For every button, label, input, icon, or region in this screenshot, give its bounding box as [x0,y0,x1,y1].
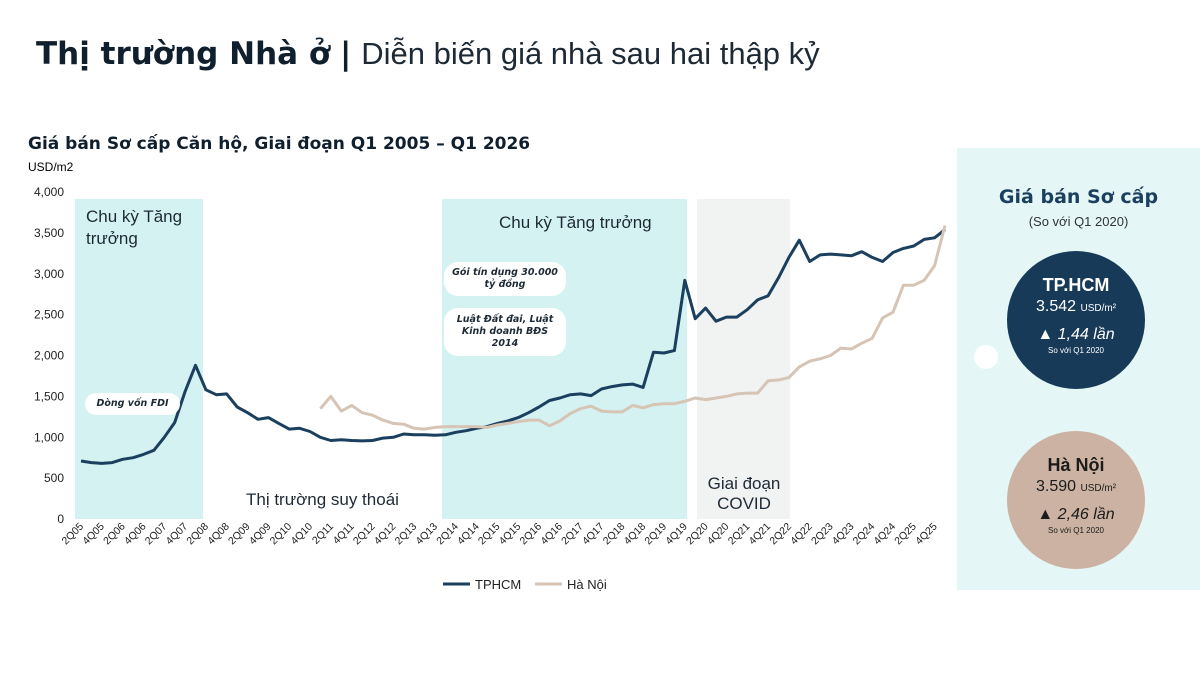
x-tick-label: 4Q21 [747,521,774,548]
y-tick-label: 3,500 [34,226,64,240]
annotation: Thị trường suy thoái [246,490,399,509]
x-tick-label: 4Q17 [580,521,607,548]
city-name: TP.HCM [1042,275,1110,295]
city-card: TP.HCM 3.542 USD/m² ▲ 1,44 lần So với Q1… [1007,251,1145,389]
x-tick-label: 2Q12 [351,521,378,548]
header-title: Thị trường Nhà ở [36,36,331,72]
city-card: Hà Nội 3.590 USD/m² ▲ 2,46 lần So với Q1… [1007,431,1145,569]
x-tick-label: 4Q24 [871,521,898,548]
annotation: Giai đoạn COVID [707,474,781,513]
annotation: Chu kỳ Tăng trưởng [499,213,652,232]
city-name: Hà Nội [1047,455,1105,475]
growth-band [75,199,203,519]
x-tick-label: 4Q19 [663,521,690,548]
x-tick-label: 2Q24 [851,521,878,548]
y-tick-label: 3,000 [34,267,64,281]
price: 3.590 [1035,478,1077,495]
x-tick-label: 4Q11 [331,521,357,547]
y-tick-label: 2,000 [34,349,64,363]
x-tick-label: 4Q14 [455,521,482,548]
change: ▲ 1,44 lần [1037,326,1115,343]
x-tick-label: 4Q12 [372,521,399,548]
annotation: Dòng vốn FDI [85,393,180,415]
change-note: So với Q1 2020 [1048,346,1104,355]
x-tick-label: 2Q14 [434,521,461,548]
covid-band [697,199,790,519]
x-tick-label: 4Q22 [788,521,815,548]
x-tick-label: 2Q21 [726,521,753,548]
header: Thị trường Nhà ở | Diễn biến giá nhà sau… [36,36,820,72]
x-tick-label: 4Q18 [622,521,649,548]
price-unit: USD/m² [1080,483,1117,494]
annotation: Luật Đất đai, Luật Kinh doanh BĐS 2014 [444,308,566,356]
header-subtitle: Diễn biến giá nhà sau hai thập kỷ [361,36,820,71]
series-line [319,225,947,431]
x-tick-label: 2Q22 [767,521,794,548]
y-tick-label: 500 [44,471,64,485]
y-tick-label: 2,500 [34,308,64,322]
x-tick-label: 4Q25 [913,521,940,548]
y-axis-label: USD/m2 [28,160,74,174]
header-separator: | [340,36,352,72]
x-tick-label: 2Q09 [226,521,253,548]
x-tick-label: 2Q23 [809,521,836,548]
x-tick-label: 2Q07 [143,521,170,548]
y-tick-label: 1,000 [34,430,64,444]
x-tick-label: 4Q08 [205,521,232,548]
x-tick-label: 2Q20 [684,521,711,548]
growth-band [442,199,687,519]
price: 3.542 [1035,298,1077,315]
y-tick-label: 1,500 [34,389,64,403]
x-tick-label: 2Q11 [310,521,336,547]
x-tick-label: 4Q23 [830,521,857,548]
panel-subtitle: (So với Q1 2020) [1028,214,1129,229]
x-tick-label: 4Q10 [288,521,315,548]
legend-label: Hà Nội [567,577,607,592]
chart-title: Giá bán Sơ cấp Căn hộ, Giai đoạn Q1 2005… [28,134,531,154]
x-tick-label: 2Q25 [892,521,919,548]
series-line [80,228,946,465]
x-tick-label: 4Q20 [705,521,732,548]
x-tick-label: 2Q10 [268,521,295,548]
x-tick-label: 2Q15 [476,521,503,548]
price-unit: USD/m² [1080,303,1117,314]
x-tick-label: 4Q15 [497,521,524,548]
x-tick-label: 2Q06 [101,521,128,548]
change: ▲ 2,46 lần [1037,506,1115,523]
x-tick-label: 4Q16 [538,521,565,548]
decor-dot [974,345,998,369]
y-tick-label: 0 [57,512,64,526]
annotation: Chu kỳ Tăng trưởng [86,207,183,248]
x-tick-label: 2Q18 [601,521,628,548]
panel-title: Giá bán Sơ cấp [998,186,1159,208]
x-tick-label: 4Q07 [164,521,191,548]
x-tick-label: 2Q17 [559,521,586,548]
change-note: So với Q1 2020 [1048,526,1104,535]
x-tick-label: 2Q08 [184,521,211,548]
legend-label: TPHCM [475,577,521,592]
x-tick-label: 4Q06 [122,521,149,548]
x-tick-label: 4Q13 [413,521,440,548]
x-tick-label: 2Q16 [518,521,545,548]
x-tick-label: 2Q13 [393,521,420,548]
annotation: Gói tín dụng 30.000 tỷ đồng [444,262,566,296]
y-tick-label: 4,000 [34,185,64,199]
x-tick-label: 2Q19 [642,521,669,548]
x-tick-label: 4Q09 [247,521,274,548]
x-tick-label: 4Q05 [80,521,107,548]
